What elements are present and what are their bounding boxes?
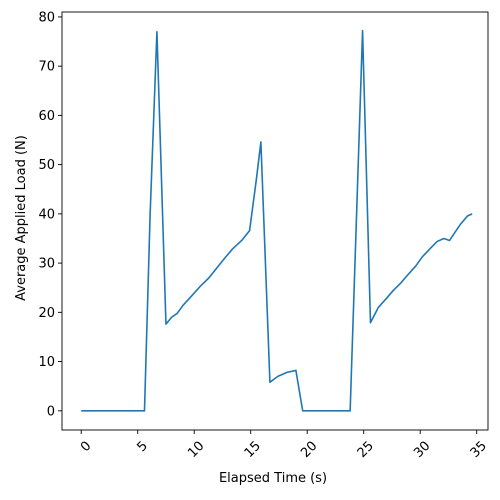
- x-tick-label: 25: [355, 439, 377, 461]
- plot-area: [61, 11, 489, 431]
- x-tick-label: 5: [135, 439, 151, 455]
- x-tick-label: 0: [78, 439, 94, 455]
- y-tick-label: 10: [38, 355, 55, 370]
- y-tick-label: 80: [38, 10, 55, 25]
- y-tick-label: 60: [38, 109, 55, 124]
- series-line-0: [81, 29, 473, 412]
- x-tick-label: 20: [298, 439, 320, 461]
- y-tick-label: 30: [38, 257, 55, 272]
- y-axis-ticks: 0 10 20 30 40 50 60 70 80: [38, 10, 62, 419]
- y-tick-label: 70: [38, 60, 55, 75]
- x-axis-ticks: 0 5 10 15 20 25 30 35: [78, 430, 490, 461]
- plot-frame: [61, 11, 489, 431]
- x-tick-label: 10: [185, 439, 207, 461]
- x-tick-label: 15: [242, 439, 264, 461]
- y-axis-label: Average Applied Load (N): [14, 135, 29, 301]
- x-axis-label: Elapsed Time (s): [219, 471, 327, 486]
- y-tick-label: 0: [47, 404, 55, 419]
- x-tick-label: 35: [468, 439, 490, 461]
- y-tick-label: 50: [38, 158, 55, 173]
- x-tick-label: 30: [411, 439, 433, 461]
- y-tick-label: 20: [38, 306, 55, 321]
- y-tick-label: 40: [38, 207, 55, 222]
